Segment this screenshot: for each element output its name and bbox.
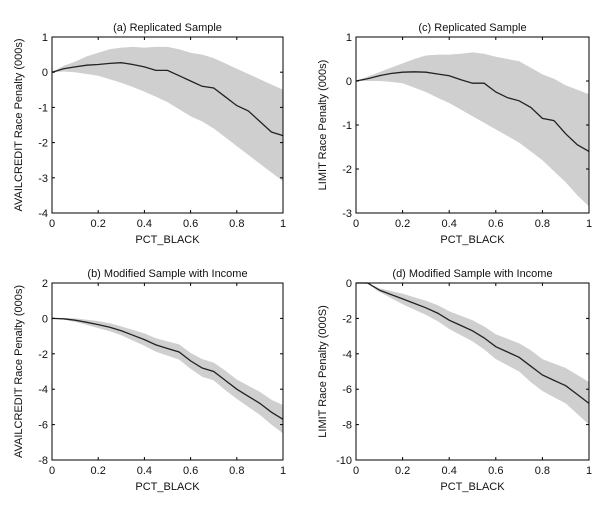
x-tick-label: 0.8 [535, 218, 550, 230]
panel-b: 0 0.2 0.4 0.6 0.8 1 -8 -6 -4 -2 0 2 (b) Modified Sam… [13, 268, 286, 493]
confidence-band-a [52, 46, 283, 182]
x-tick-label: 0.6 [183, 465, 198, 477]
x-axis-label-a: PCT_BLACK [135, 234, 200, 246]
y-tick-label: -10 [336, 455, 352, 467]
x-tick-label: 0.2 [91, 465, 106, 477]
x-tick-label: 0.8 [229, 465, 244, 477]
y-axis-label-b: AVAILCREDIT Race Penalty (000s) [13, 285, 25, 458]
estimate-line-c [355, 71, 590, 152]
x-tick-label: 0 [353, 218, 359, 230]
y-tick-label: 0 [346, 76, 352, 88]
panel-c: 0 0.2 0.4 0.6 0.8 1 -3 -2 -1 0 1 (c) Replicated Sam… [317, 22, 592, 246]
estimate-line-a [51, 62, 284, 137]
x-tick-label: 1 [586, 465, 592, 477]
x-tick-label: 0.2 [395, 218, 410, 230]
y-tick-label: -4 [342, 349, 352, 361]
y-tick-label: -3 [38, 173, 48, 185]
x-tick-label: 0.6 [183, 218, 198, 230]
y-tick-label: 0 [42, 313, 48, 325]
x-tick-label: 0.4 [137, 218, 152, 230]
x-tick-label: 0.4 [442, 465, 457, 477]
y-tick-label: -8 [342, 420, 352, 432]
y-tick-label: 0 [42, 67, 48, 79]
axes-frame-b [51, 282, 284, 461]
x-tick-label: 0 [49, 465, 55, 477]
chart-title-a: (a) Replicated Sample [113, 22, 222, 34]
y-tick-label: -2 [38, 138, 48, 150]
x-tick-label: 1 [280, 465, 286, 477]
x-tick-label: 0 [49, 218, 55, 230]
x-axis-label-b: PCT_BLACK [135, 481, 200, 493]
x-tick-label: 0.2 [395, 465, 410, 477]
chart-title-c: (c) Replicated Sample [418, 22, 526, 34]
y-tick-label: -2 [38, 349, 48, 361]
y-tick-label: -4 [38, 208, 48, 220]
x-tick-label: 0.6 [488, 218, 503, 230]
y-axis-label-a: AVAILCREDIT Race Penalty (000s) [13, 38, 25, 211]
y-tick-label: -6 [342, 384, 352, 396]
x-tick-label: 0.6 [488, 465, 503, 477]
panel-a: 0 0.2 0.4 0.6 0.8 1 -4 -3 -2 -1 0 1 (a) Replicated S… [13, 22, 286, 246]
axes-frame-d [355, 282, 590, 461]
y-tick-label: -4 [38, 384, 48, 396]
y-tick-label: -1 [38, 102, 48, 114]
confidence-band-b [52, 317, 283, 434]
confidence-band-d [356, 283, 589, 425]
y-tick-label: -2 [342, 164, 352, 176]
y-axis-label-d: LIMIT Race Penalty (000S) [317, 305, 329, 437]
y-tick-label: 1 [42, 32, 48, 44]
y-tick-label: 2 [42, 278, 48, 290]
y-tick-label: -3 [342, 208, 352, 220]
x-tick-label: 0.4 [442, 218, 457, 230]
x-tick-label: 1 [280, 218, 286, 230]
y-tick-label: 0 [346, 278, 352, 290]
estimate-line-b [51, 317, 284, 420]
x-tick-label: 0.8 [229, 218, 244, 230]
x-tick-label: 0.4 [137, 465, 152, 477]
y-axis-label-c: LIMIT Race Penalty (000s) [317, 60, 329, 191]
y-tick-label: -2 [342, 313, 352, 325]
x-axis-label-d: PCT_BLACK [440, 481, 505, 493]
panel-d: 0 0.2 0.4 0.6 0.8 1 -10 -8 -6 -4 -2 0 (d) Modified S… [317, 268, 592, 493]
chart-title-d: (d) Modified Sample with Income [392, 268, 552, 280]
axes-frame-a [51, 36, 284, 214]
x-axis-label-c: PCT_BLACK [440, 234, 505, 246]
chart-title-b: (b) Modified Sample with Income [87, 268, 247, 280]
y-tick-label: -6 [38, 420, 48, 432]
x-tick-label: 0 [353, 465, 359, 477]
y-tick-label: -8 [38, 455, 48, 467]
y-tick-label: 1 [346, 32, 352, 44]
x-tick-label: 0.2 [91, 218, 106, 230]
x-tick-label: 1 [586, 218, 592, 230]
estimate-line-d [356, 282, 590, 404]
x-tick-label: 0.8 [535, 465, 550, 477]
confidence-band-c [356, 52, 589, 207]
y-tick-label: -1 [342, 120, 352, 132]
